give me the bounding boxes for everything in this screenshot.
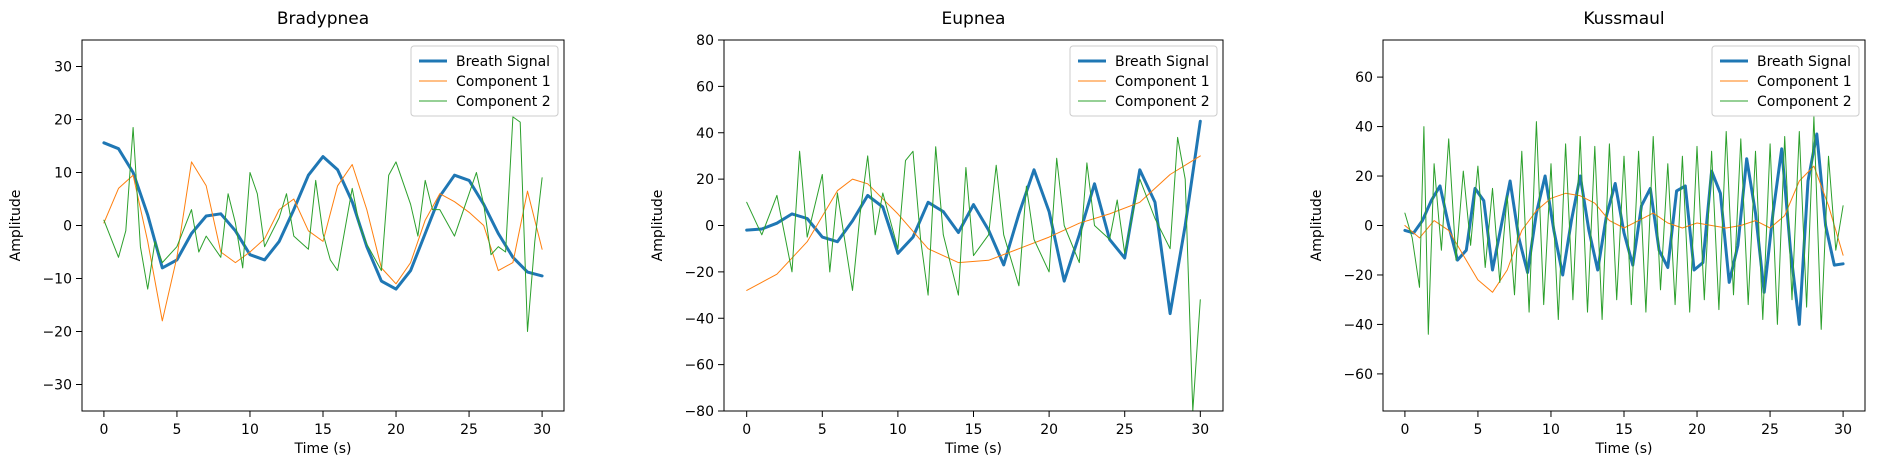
x-axis-label: Time (s) [944,441,1002,457]
chart-title: Bradypnea [277,9,369,29]
x-tick-label: 25 [460,422,478,438]
legend-label: Component 1 [456,74,551,90]
y-tick-label: 40 [696,126,714,142]
y-tick-label: 30 [54,60,72,76]
y-tick-label: 80 [696,33,714,49]
x-tick-label: 20 [1040,422,1058,438]
y-tick-label: −40 [684,311,714,327]
legend-label: Component 1 [1757,74,1852,90]
legend-label: Breath Signal [1115,54,1209,70]
y-tick-label: 0 [1364,219,1373,235]
y-tick-label: −60 [684,358,714,374]
x-tick-label: 30 [1191,422,1209,438]
y-tick-label: −10 [42,272,72,288]
y-axis-label: Amplitude [650,190,666,262]
x-tick-label: 5 [1473,422,1482,438]
x-tick-label: 20 [387,422,405,438]
series-line-3 [103,116,543,332]
legend-label: Breath Signal [1757,54,1851,70]
chart-panel-3: 0 5 10 15 20 25 30 −60 −40 −20 0 20 40 60 Kussmaul Time… [1309,9,1866,457]
y-tick-label: −30 [42,378,72,394]
x-tick-label: 5 [818,422,827,438]
x-tick-label: 25 [1761,422,1779,438]
legend-label: Component 2 [456,94,551,110]
series-line-1 [102,141,544,291]
x-tick-label: 30 [533,422,551,438]
y-tick-label: 40 [1355,120,1373,136]
chart-panel-2: 0 5 10 15 20 25 30 −80 −60 −40 −20 0 20 40 60 80 Eupnea T… [650,9,1224,457]
legend-label: Breath Signal [456,54,550,70]
series-line-3 [1404,116,1844,335]
chart-title: Eupnea [942,9,1006,29]
series-line-2 [103,161,543,322]
y-tick-label: −20 [42,325,72,341]
y-axis-label: Amplitude [1309,190,1325,262]
legend-box [410,45,559,117]
x-tick-label: 15 [1615,422,1633,438]
x-tick-label: 0 [99,422,108,438]
legend-label: Component 1 [1115,74,1210,90]
y-tick-label: 20 [696,172,714,188]
series-line-1 [745,119,1202,316]
y-tick-label: 0 [705,219,714,235]
x-tick-label: 0 [1400,422,1409,438]
x-tick-label: 25 [1116,422,1134,438]
chart-panel-1: 0 5 10 15 20 25 30 −30 −20 −10 0 10 20 30 Bradypnea Tim… [8,9,565,457]
y-tick-label: −20 [684,265,714,281]
series-line-2 [1404,165,1844,293]
x-tick-label: 10 [1542,422,1560,438]
y-axis-label: Amplitude [8,190,24,262]
y-tick-label: −40 [1343,317,1373,333]
legend-label: Component 2 [1115,94,1210,110]
x-tick-label: 20 [1688,422,1706,438]
y-tick-label: −20 [1343,268,1373,284]
chart-title: Kussmaul [1583,9,1664,29]
y-tick-label: 20 [1355,169,1373,185]
legend: Breath Signal Component 1 Component 2 [1711,45,1860,117]
legend: Breath Signal Component 1 Component 2 [1069,45,1218,117]
legend-box [1069,45,1218,117]
y-tick-label: 60 [1355,70,1373,86]
x-tick-label: 5 [172,422,181,438]
series-line-3 [746,136,1201,411]
y-tick-label: 0 [63,219,72,235]
series-line-1 [1403,132,1845,326]
series-line-2 [746,155,1201,291]
x-tick-label: 15 [965,422,983,438]
legend-box [1711,45,1860,117]
x-tick-label: 0 [742,422,751,438]
y-tick-label: −80 [684,404,714,420]
x-axis-label: Time (s) [1595,441,1653,457]
x-axis-label: Time (s) [294,441,352,457]
x-tick-label: 10 [889,422,907,438]
x-tick-label: 10 [241,422,259,438]
legend-label: Component 2 [1757,94,1852,110]
y-tick-label: 60 [696,79,714,95]
y-tick-label: −60 [1343,367,1373,383]
legend: Breath Signal Component 1 Component 2 [410,45,559,117]
x-tick-label: 15 [314,422,332,438]
y-tick-label: 20 [54,113,72,129]
y-tick-label: 10 [54,166,72,182]
x-tick-label: 30 [1834,422,1852,438]
